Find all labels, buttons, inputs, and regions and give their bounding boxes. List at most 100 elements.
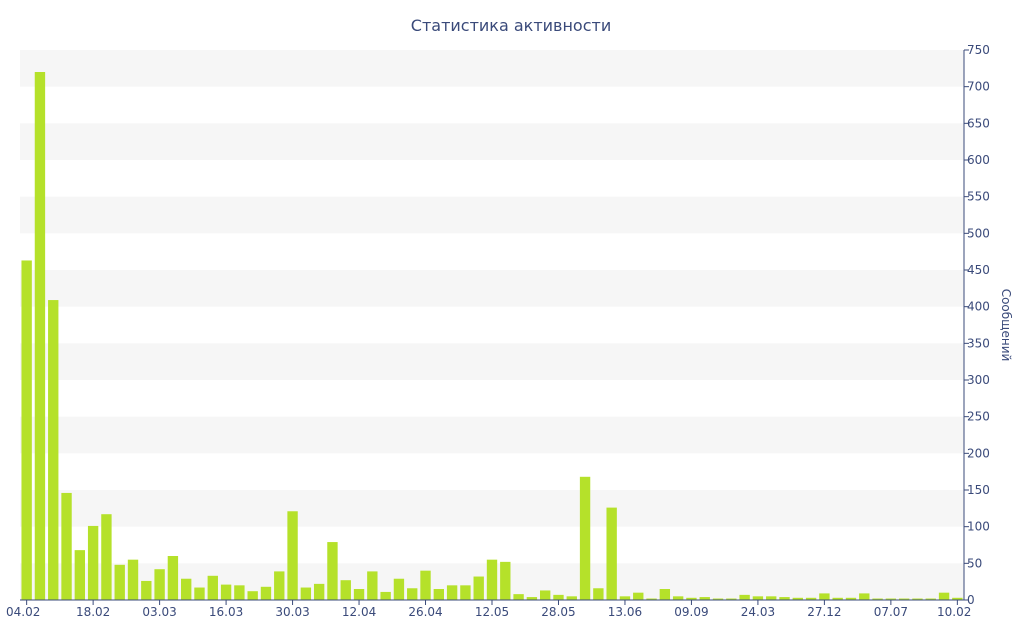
bar xyxy=(207,575,218,600)
bar xyxy=(659,589,671,600)
y-tick-label: 150 xyxy=(967,483,990,497)
bar xyxy=(74,550,86,600)
bar xyxy=(34,72,46,600)
x-tick-label: 12.04 xyxy=(342,605,376,619)
x-tick-label: 03.03 xyxy=(142,605,176,619)
grid-bands xyxy=(20,50,964,600)
bar xyxy=(486,559,498,600)
bar xyxy=(672,596,684,600)
y-tick-label: 450 xyxy=(967,263,990,277)
bar xyxy=(194,587,205,600)
bar xyxy=(313,583,325,600)
bar xyxy=(127,559,139,600)
bar-series xyxy=(21,72,963,600)
bar xyxy=(340,580,351,600)
bar xyxy=(606,507,617,600)
y-tick-label: 250 xyxy=(967,410,990,424)
bar xyxy=(646,598,657,600)
y-axis-ticks: 0 50 100 150 200 250 300 350 400 450 500 550 600 650 7… xyxy=(964,43,990,607)
y-tick-label: 400 xyxy=(967,300,990,314)
y-tick-label: 500 xyxy=(967,226,990,240)
y-tick-label: 350 xyxy=(967,336,990,350)
bar xyxy=(353,589,365,600)
bar xyxy=(167,556,179,600)
bar xyxy=(393,578,405,600)
x-tick-label: 18.02 xyxy=(76,605,110,619)
bar xyxy=(234,585,245,600)
y-tick-label: 700 xyxy=(967,80,990,94)
bar xyxy=(61,492,72,600)
bar xyxy=(766,596,777,600)
y-tick-label: 100 xyxy=(967,520,990,534)
bar xyxy=(739,594,750,600)
y-tick-label: 200 xyxy=(967,446,990,460)
bar xyxy=(898,598,910,600)
bar xyxy=(859,593,870,600)
bar xyxy=(925,598,936,600)
bar xyxy=(819,593,830,600)
bar xyxy=(885,598,897,600)
x-tick-label: 26.04 xyxy=(408,605,442,619)
y-tick-label: 750 xyxy=(967,43,990,57)
y-tick-label: 600 xyxy=(967,153,990,167)
bar xyxy=(593,588,604,600)
bar xyxy=(220,584,232,600)
bar xyxy=(420,570,431,600)
bar xyxy=(260,586,272,600)
bar xyxy=(566,596,577,600)
bar xyxy=(274,571,285,600)
bar xyxy=(473,576,484,600)
y-tick-label: 50 xyxy=(967,556,982,570)
x-axis-ticks: 04.02 18.02 03.03 16.03 30.03 12.04 26.04 12.05… xyxy=(6,600,971,619)
bar xyxy=(287,511,298,600)
grid-band xyxy=(20,50,964,87)
x-tick-label: 27.12 xyxy=(807,605,841,619)
bar xyxy=(114,564,125,600)
bar xyxy=(832,597,843,600)
x-tick-label: 12.05 xyxy=(475,605,509,619)
bar xyxy=(48,300,59,600)
bar xyxy=(752,596,764,600)
bar xyxy=(699,597,710,600)
bar xyxy=(154,569,165,600)
x-tick-label: 28.05 xyxy=(541,605,575,619)
bar xyxy=(327,542,338,600)
grid-band xyxy=(20,196,964,234)
bar xyxy=(87,525,99,600)
bar xyxy=(712,598,724,600)
bar xyxy=(21,260,32,600)
grid-band xyxy=(20,416,964,454)
x-tick-label: 16.03 xyxy=(209,605,243,619)
bar xyxy=(633,592,644,600)
bar xyxy=(938,592,950,600)
grid-band xyxy=(20,343,964,380)
x-tick-label: 10.02 xyxy=(937,605,971,619)
bar xyxy=(141,580,152,600)
y-tick-label: 300 xyxy=(967,373,990,387)
bar xyxy=(805,597,817,600)
bar xyxy=(619,596,631,600)
bar xyxy=(101,514,112,600)
bar xyxy=(726,598,737,600)
x-tick-label: 13.06 xyxy=(608,605,642,619)
x-tick-label: 24.03 xyxy=(741,605,775,619)
bar xyxy=(300,587,312,600)
bar xyxy=(380,591,391,600)
bar xyxy=(952,597,963,600)
bar xyxy=(460,585,471,600)
bar xyxy=(912,598,923,600)
bar xyxy=(779,597,790,600)
x-tick-label: 30.03 xyxy=(275,605,309,619)
grid-band xyxy=(20,270,964,307)
bar xyxy=(407,588,418,600)
bar xyxy=(872,598,883,600)
chart-title: Статистика активности xyxy=(411,16,611,35)
bar xyxy=(539,590,551,600)
x-tick-label: 04.02 xyxy=(6,605,40,619)
bar xyxy=(446,585,458,600)
bar xyxy=(433,589,445,600)
y-tick-label: 550 xyxy=(967,190,990,204)
bar xyxy=(181,578,192,600)
bar xyxy=(526,597,538,600)
